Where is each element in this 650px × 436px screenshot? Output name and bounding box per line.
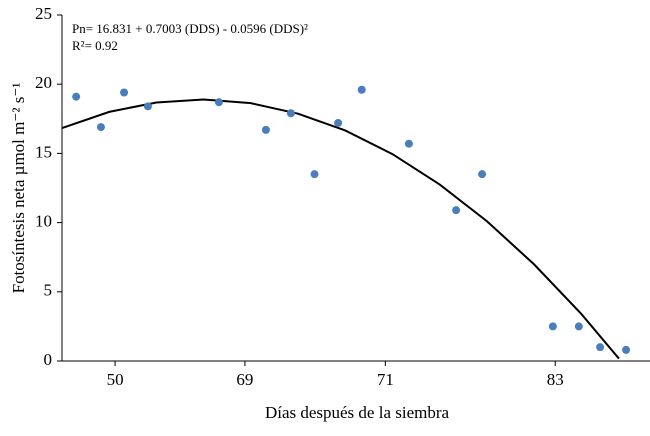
- equation: Pn= 16.831 + 0.7003 (DDS) - 0.0596 (DDS)…: [72, 21, 308, 36]
- point: [72, 92, 81, 101]
- y-tick-label: 25: [35, 4, 52, 23]
- point: [404, 139, 413, 148]
- point: [478, 170, 487, 179]
- point: [286, 109, 295, 118]
- point: [334, 118, 343, 127]
- point: [357, 85, 366, 94]
- point: [96, 123, 105, 132]
- trend-line: [61, 98, 620, 360]
- y-axis-label: Fotosíntesis neta µmol m⁻² s⁻¹: [9, 83, 28, 294]
- point: [261, 125, 270, 134]
- y-tick-label: 20: [35, 73, 52, 92]
- x-tick-label: 83: [547, 370, 564, 389]
- point: [452, 206, 461, 215]
- r-squared: R²= 0.92: [72, 38, 118, 53]
- point: [574, 322, 583, 331]
- point: [120, 88, 129, 97]
- point: [214, 98, 223, 107]
- x-tick-label: 69: [236, 370, 253, 389]
- y-tick-label: 5: [44, 281, 53, 300]
- x-tick-label: 50: [107, 370, 124, 389]
- y-tick-label: 0: [44, 350, 53, 369]
- y-tick-label: 15: [35, 142, 52, 161]
- x-axis-label: Días después de la siembra: [265, 403, 450, 422]
- y-tick-label: 10: [35, 212, 52, 231]
- point: [548, 322, 557, 331]
- point: [596, 343, 605, 352]
- point: [622, 345, 631, 354]
- point: [143, 102, 152, 111]
- point: [310, 170, 319, 179]
- x-tick-label: 71: [377, 370, 394, 389]
